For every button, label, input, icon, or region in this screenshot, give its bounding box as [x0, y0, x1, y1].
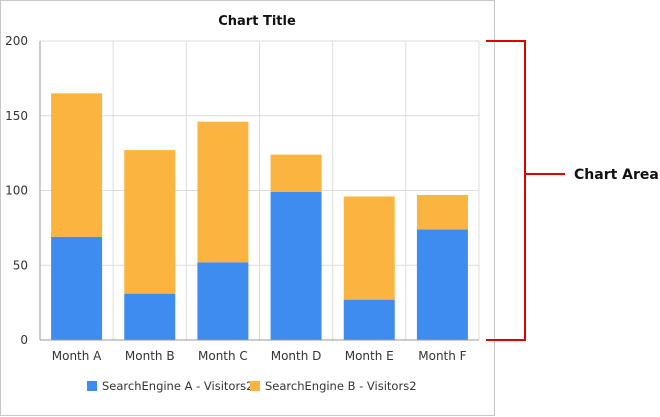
x-tick-label: Month A	[52, 349, 102, 363]
legend: SearchEngine A - Visitors2 SearchEngine B…	[87, 379, 417, 393]
legend-label: SearchEngine B - Visitors2	[265, 379, 417, 393]
bar-series-a	[416, 229, 468, 340]
chart-area-callout: Chart Area	[486, 40, 659, 341]
legend-label: SearchEngine A - Visitors2	[102, 379, 253, 393]
callout-bracket	[486, 40, 526, 341]
bar-series-a	[51, 236, 103, 340]
x-tick-label: Month C	[198, 349, 248, 363]
chart-title: Chart Title	[218, 14, 296, 29]
bar-series-b	[416, 194, 468, 230]
y-tick-label: 150	[5, 109, 28, 123]
x-tick-label: Month F	[418, 349, 466, 363]
bar-series-b	[51, 93, 103, 237]
x-tick-label: Month D	[271, 349, 322, 363]
y-tick-label: 0	[20, 333, 28, 347]
x-tick-label: Month B	[125, 349, 175, 363]
bar-series-b	[270, 154, 322, 192]
y-tick-label: 50	[13, 258, 28, 272]
y-tick-label: 100	[5, 184, 28, 198]
bar-series-b	[124, 150, 176, 294]
bar-series-a	[124, 293, 176, 340]
y-tick-label: 200	[5, 34, 28, 48]
legend-swatch	[250, 381, 260, 391]
bar-series-b	[197, 121, 249, 263]
legend-swatch	[87, 381, 97, 391]
bar-series-a	[270, 191, 322, 340]
x-tick-label: Month E	[345, 349, 394, 363]
bar-series-a	[197, 262, 249, 340]
bar-series-a	[343, 299, 395, 340]
bar-series-b	[343, 196, 395, 300]
callout-label: Chart Area	[574, 167, 659, 183]
plot-area: Month A Month B Month C Month D Month E Month…	[5, 34, 480, 363]
